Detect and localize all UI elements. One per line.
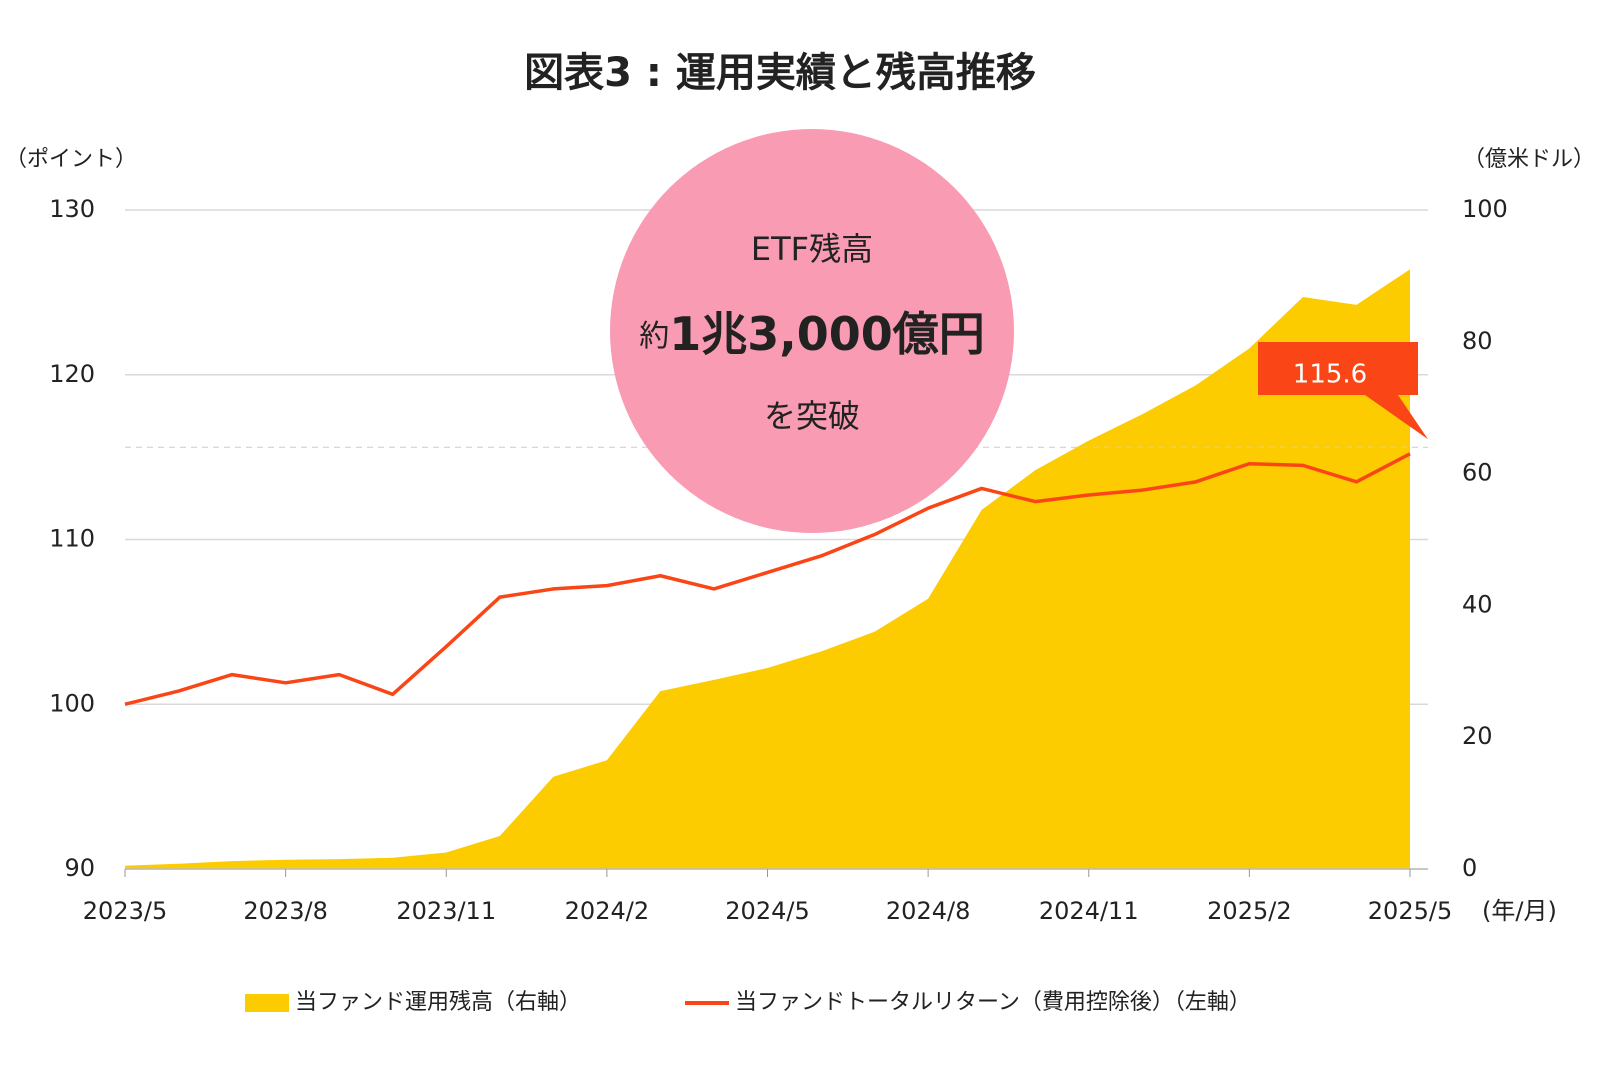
line-series [124, 452, 1411, 706]
y2-tick-label: 0 [1462, 854, 1477, 882]
x-tick-label: 2023/11 [396, 897, 496, 925]
area-series [125, 269, 1410, 869]
y2-tick-label: 100 [1462, 195, 1508, 223]
x-tick-label: 2024/8 [886, 897, 970, 925]
y2-axis-label: （億米ドル） [1463, 147, 1595, 172]
x-tick-label: 2025/2 [1207, 897, 1291, 925]
legend-swatch [245, 994, 289, 1012]
y2-tick-label: 20 [1462, 722, 1493, 750]
x-unit-label: (年/月) [1482, 897, 1557, 925]
x-tick-label: 2023/8 [243, 897, 327, 925]
x-tick-label: 2025/5 [1368, 897, 1452, 925]
chart-title: 図表3 : 運用実績と残高推移 [524, 50, 1036, 96]
y-axis-label: （ポイント） [5, 147, 137, 172]
callout-prefix: 約 [639, 319, 669, 354]
y2-tick-label: 40 [1462, 590, 1493, 618]
callout-amount-value: 1兆3,000億円 [669, 307, 985, 361]
callout-amount: 約1兆3,000億円 [639, 307, 985, 361]
legend-label: 当ファンドトータルリターン（費用控除後）（左軸） [735, 990, 1251, 1015]
y-tick-label: 130 [49, 195, 95, 223]
x-tick-label: 2023/5 [83, 897, 167, 925]
callout-text: を突破 [764, 397, 860, 435]
callout-circle [610, 129, 1014, 533]
y-tick-label: 110 [49, 525, 95, 553]
x-tick-label: 2024/2 [565, 897, 649, 925]
legend-label: 当ファンド運用残高（右軸） [295, 990, 581, 1015]
callout-text: ETF残高 [751, 230, 873, 268]
y-tick-label: 90 [64, 854, 95, 882]
y2-tick-label: 60 [1462, 459, 1493, 487]
value-callout-box [1258, 342, 1428, 440]
y-tick-label: 100 [49, 689, 95, 717]
x-tick-label: 2024/5 [725, 897, 809, 925]
value-callout-label: 115.6 [1293, 360, 1367, 390]
y2-tick-label: 80 [1462, 327, 1493, 355]
x-tick-label: 2024/11 [1039, 897, 1139, 925]
y-tick-label: 120 [49, 360, 95, 388]
